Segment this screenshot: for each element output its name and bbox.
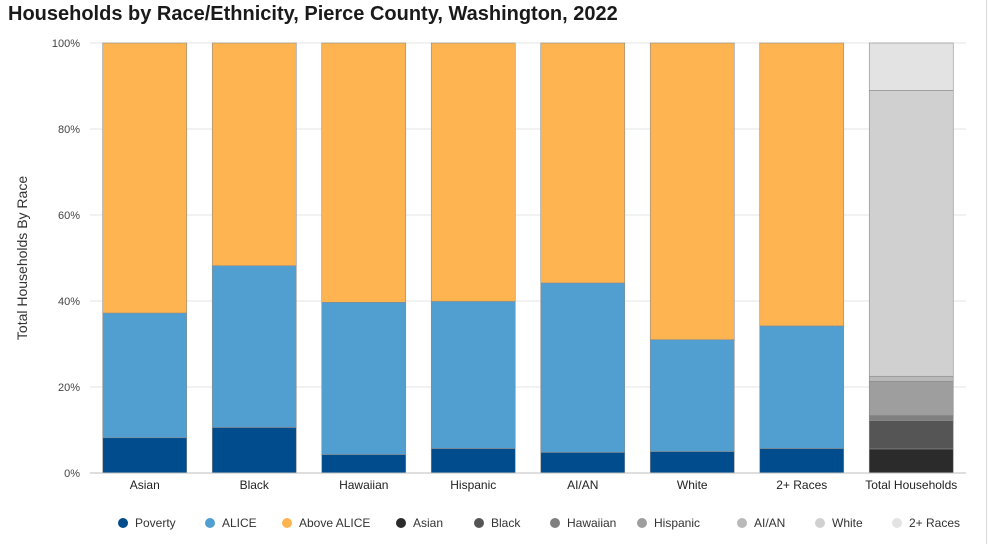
bar-segment[interactable] <box>868 420 954 450</box>
legend: Poverty ALICE Above ALICE Asian Black Hawaiia… <box>0 513 988 535</box>
legend-marker <box>815 518 825 528</box>
legend-label: 2+ Races <box>909 516 961 530</box>
bar-segment[interactable] <box>759 42 845 327</box>
legend-marker <box>205 518 215 528</box>
x-tick-label: Hispanic <box>450 478 496 492</box>
bar-segment[interactable] <box>649 451 735 474</box>
legend-item[interactable]: ALICE <box>205 513 257 533</box>
bar-segment[interactable] <box>540 452 626 474</box>
legend-label: AI/AN <box>754 516 786 530</box>
bar-segment[interactable] <box>211 265 297 428</box>
y-tick-label: 100% <box>52 38 80 50</box>
bar-segment[interactable] <box>540 282 626 453</box>
y-axis-label: Total Households By Race <box>14 176 30 340</box>
bar-segment[interactable] <box>430 301 516 449</box>
legend-marker <box>737 518 747 528</box>
frame-border <box>986 0 987 544</box>
legend-label: Asian <box>413 516 444 530</box>
legend-marker <box>282 518 292 528</box>
legend-marker <box>118 518 128 528</box>
bar-segment[interactable] <box>321 301 407 455</box>
bar-segment[interactable] <box>102 42 188 314</box>
legend-item[interactable]: Hawaiian <box>550 513 616 533</box>
legend-label: White <box>832 516 863 530</box>
y-tick-label: 80% <box>58 124 80 136</box>
bar-segment[interactable] <box>321 42 407 303</box>
legend-marker <box>892 518 902 528</box>
bar-segment[interactable] <box>649 339 735 452</box>
legend-label: Hispanic <box>654 516 701 530</box>
x-axis-ticks: Asian Black Hawaiian Hispanic AI/AN White 2+ R… <box>130 478 958 492</box>
bar-segment[interactable] <box>321 454 407 474</box>
legend-marker <box>474 518 484 528</box>
x-tick-label: Black <box>240 478 270 492</box>
x-tick-label: Asian <box>130 478 160 492</box>
legend-marker <box>550 518 560 528</box>
bar-segment[interactable] <box>868 90 954 377</box>
legend-item[interactable]: Above ALICE <box>282 513 370 533</box>
y-tick-label: 0% <box>64 468 80 480</box>
bar-segment[interactable] <box>868 381 954 416</box>
legend-marker <box>396 518 406 528</box>
y-tick-label: 40% <box>58 296 80 308</box>
bar-segment[interactable] <box>868 415 954 421</box>
bar-segment[interactable] <box>868 448 954 474</box>
bar-segment[interactable] <box>211 42 297 267</box>
legend-label: Poverty <box>135 516 176 530</box>
y-tick-label: 20% <box>58 382 80 394</box>
x-tick-label: Hawaiian <box>339 478 388 492</box>
legend-label: Hawaiian <box>567 516 617 530</box>
bar-segment[interactable] <box>649 42 735 341</box>
bar-segment[interactable] <box>102 437 188 474</box>
legend-item[interactable]: Poverty <box>118 513 176 533</box>
y-axis-ticks: 0% 20% 40% 60% 80% 100% <box>52 38 80 480</box>
legend-label: Black <box>491 516 521 530</box>
chart-title: Households by Race/Ethnicity, Pierce Cou… <box>8 3 618 25</box>
legend-item[interactable]: Asian <box>396 513 443 533</box>
legend-marker <box>637 518 647 528</box>
bar-segment[interactable] <box>868 375 954 382</box>
y-tick-label: 60% <box>58 210 80 222</box>
bar-segment[interactable] <box>102 312 188 439</box>
legend-item[interactable]: Hispanic <box>637 513 700 533</box>
legend-label: ALICE <box>222 516 257 530</box>
legend-item[interactable]: AI/AN <box>737 513 785 533</box>
x-tick-label: White <box>677 478 708 492</box>
legend-item[interactable]: White <box>815 513 863 533</box>
bars <box>102 42 954 474</box>
bar-segment[interactable] <box>759 325 845 449</box>
bar-segment[interactable] <box>868 42 954 91</box>
bar-segment[interactable] <box>430 42 516 302</box>
x-tick-label: 2+ Races <box>776 478 827 492</box>
bar-segment[interactable] <box>759 448 845 474</box>
x-tick-label: AI/AN <box>567 478 598 492</box>
bar-segment[interactable] <box>540 42 626 284</box>
x-tick-label: Total Households <box>865 478 957 492</box>
legend-item[interactable]: Black <box>474 513 520 533</box>
legend-item[interactable]: 2+ Races <box>892 513 960 533</box>
legend-label: Above ALICE <box>299 516 371 530</box>
chart: 0% 20% 40% 60% 80% 100% Asian Black Hawaiian His… <box>14 38 966 492</box>
bar-segment[interactable] <box>211 427 297 474</box>
bar-segment[interactable] <box>430 448 516 474</box>
